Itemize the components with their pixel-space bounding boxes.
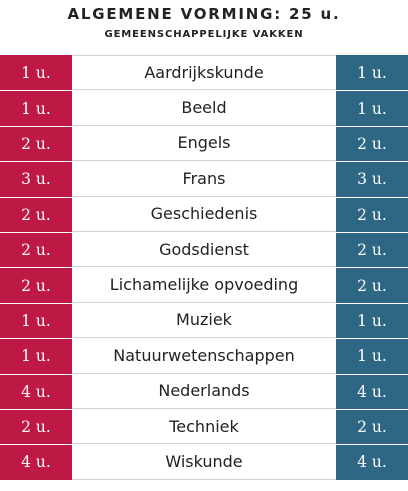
hours-right-cell: 1 u.	[336, 90, 408, 126]
table-row: 2 u. Lichamelijke opvoeding 2 u.	[0, 267, 408, 303]
hours-right-cell: 2 u.	[336, 125, 408, 162]
hours-right-cell: 2 u.	[336, 267, 408, 303]
page-subtitle: GEMEENSCHAPPELIJKE VAKKEN	[104, 29, 304, 40]
subject-name-cell: Beeld	[72, 90, 336, 126]
subject-name-cell: Natuurwetenschappen	[72, 338, 336, 374]
hours-right-cell: 4 u.	[336, 444, 408, 480]
table-row: 4 u. Nederlands 4 u.	[0, 373, 408, 409]
subject-name-cell: Lichamelijke opvoeding	[72, 267, 336, 303]
table-row: 1 u. Natuurwetenschappen 1 u.	[0, 338, 408, 374]
subject-name-cell: Frans	[72, 161, 336, 197]
subject-name-cell: Wiskunde	[72, 444, 336, 480]
hours-left-cell: 2 u.	[0, 125, 72, 162]
subject-name-cell: Techniek	[72, 409, 336, 445]
hours-right-cell: 1 u.	[336, 338, 408, 374]
subject-name-cell: Geschiedenis	[72, 197, 336, 232]
hours-left-cell: 2 u.	[0, 231, 72, 268]
table-row: 1 u. Aardrijkskunde 1 u.	[0, 55, 408, 91]
hours-right-cell: 1 u.	[336, 55, 408, 91]
hours-left-cell: 1 u.	[0, 55, 72, 91]
hours-left-cell: 2 u.	[0, 196, 72, 232]
hours-right-cell: 2 u.	[336, 231, 408, 268]
hours-left-cell: 3 u.	[0, 161, 72, 197]
subject-name-cell: Engels	[72, 126, 336, 162]
subject-name-cell: Aardrijkskunde	[72, 55, 336, 91]
subjects-table: 1 u. Aardrijkskunde 1 u. 1 u. Beeld 1 u.…	[0, 55, 408, 480]
hours-left-cell: 4 u.	[0, 373, 72, 409]
hours-left-cell: 2 u.	[0, 408, 72, 445]
table-row: 1 u. Beeld 1 u.	[0, 90, 408, 126]
table-row: 4 u. Wiskunde 4 u.	[0, 444, 408, 480]
hours-left-cell: 1 u.	[0, 90, 72, 126]
hours-right-cell: 4 u.	[336, 373, 408, 409]
table-row: 1 u. Muziek 1 u.	[0, 302, 408, 339]
subject-name-cell: Nederlands	[72, 374, 336, 409]
table-row: 2 u. Geschiedenis 2 u.	[0, 196, 408, 232]
subject-name-cell: Muziek	[72, 303, 336, 339]
subject-name-cell: Godsdienst	[72, 232, 336, 268]
page-title: ALGEMENE VORMING: 25 u.	[67, 5, 341, 23]
hours-left-cell: 1 u.	[0, 302, 72, 339]
hours-left-cell: 4 u.	[0, 444, 72, 480]
table-row: 2 u. Godsdienst 2 u.	[0, 231, 408, 268]
table-row: 3 u. Frans 3 u.	[0, 161, 408, 197]
hours-left-cell: 1 u.	[0, 338, 72, 374]
table-row: 2 u. Engels 2 u.	[0, 125, 408, 162]
hours-left-cell: 2 u.	[0, 267, 72, 303]
hours-right-cell: 2 u.	[336, 196, 408, 232]
table-row: 2 u. Techniek 2 u.	[0, 408, 408, 445]
hours-right-cell: 3 u.	[336, 161, 408, 197]
hours-right-cell: 2 u.	[336, 408, 408, 445]
hours-right-cell: 1 u.	[336, 302, 408, 339]
